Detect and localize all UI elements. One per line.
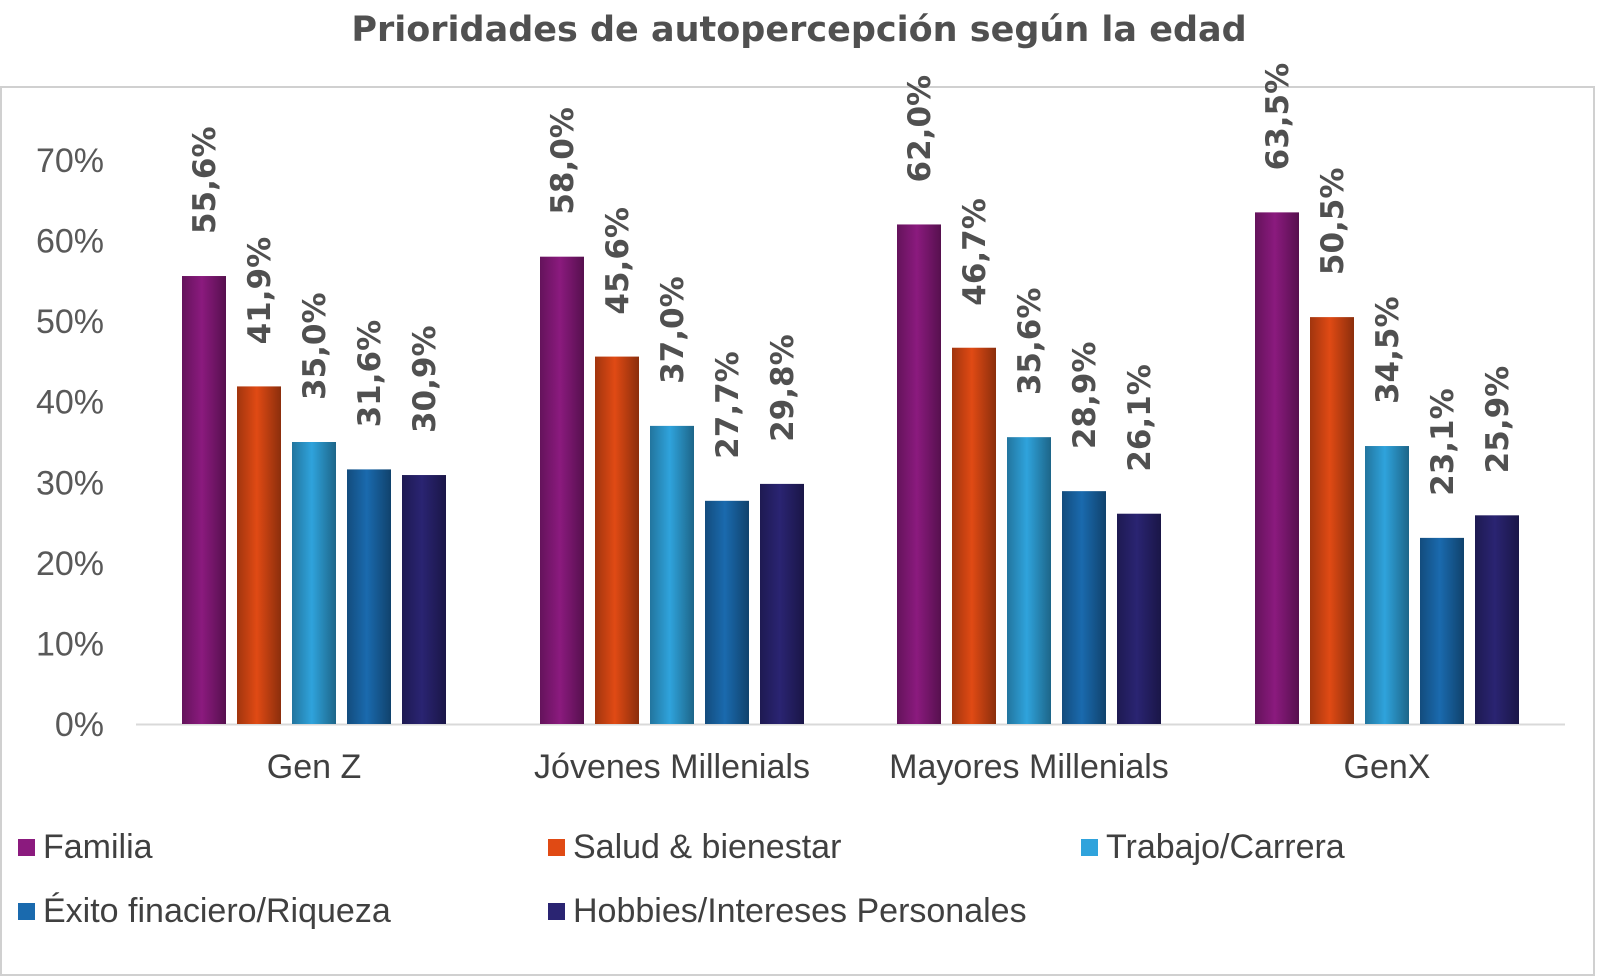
- chart-title: Prioridades de autopercepción según la e…: [351, 10, 1247, 50]
- bar: [595, 356, 639, 724]
- legend-label: Éxito finaciero/Riqueza: [43, 892, 391, 930]
- data-label: 28,9%: [1067, 342, 1103, 450]
- bar: [650, 425, 694, 724]
- legend-item: Éxito finaciero/Riqueza: [18, 892, 391, 931]
- bar: [292, 442, 336, 724]
- bar: [1117, 513, 1161, 724]
- data-label: 23,1%: [1425, 388, 1461, 496]
- data-label: 55,6%: [187, 126, 223, 234]
- bar: [237, 386, 281, 724]
- legend-label: Hobbies/Intereses Personales: [573, 892, 1027, 930]
- bar: [897, 224, 941, 724]
- bar: [760, 483, 804, 724]
- y-tick-label: 40%: [36, 384, 104, 422]
- plot-frame: [0, 86, 1595, 976]
- legend-label: Familia: [43, 828, 153, 866]
- bar: [182, 276, 226, 724]
- data-label: 35,0%: [297, 292, 333, 400]
- data-label: 41,9%: [242, 237, 278, 345]
- legend-swatch: [548, 839, 565, 856]
- bar: [705, 500, 749, 724]
- data-label: 50,5%: [1315, 168, 1351, 276]
- x-category-label: GenX: [1344, 748, 1431, 786]
- x-category-label: Gen Z: [267, 748, 361, 786]
- data-label: 45,6%: [600, 207, 636, 315]
- legend-label: Salud & bienestar: [573, 828, 842, 866]
- bar: [1365, 446, 1409, 724]
- y-tick-label: 0%: [55, 706, 104, 744]
- bar: [347, 469, 391, 724]
- bar: [1062, 491, 1106, 724]
- y-tick-label: 10%: [36, 625, 104, 663]
- bar: [1007, 437, 1051, 724]
- x-category-label: Jóvenes Millenials: [534, 748, 810, 786]
- y-tick-label: 60%: [36, 223, 104, 261]
- legend-item: Trabajo/Carrera: [1081, 828, 1345, 867]
- legend-swatch: [548, 903, 565, 920]
- bar: [1475, 515, 1519, 724]
- chart-legend: Familia Salud & bienestar Trabajo/Carrera É…: [18, 828, 1578, 968]
- legend-swatch: [18, 839, 35, 856]
- data-label: 29,8%: [765, 334, 801, 442]
- data-label: 34,5%: [1370, 296, 1406, 404]
- data-label: 63,5%: [1260, 63, 1296, 171]
- bar: [952, 347, 996, 724]
- legend-item: Hobbies/Intereses Personales: [548, 892, 1027, 931]
- data-label: 37,0%: [655, 276, 691, 384]
- data-label: 62,0%: [902, 75, 938, 183]
- bar: [402, 475, 446, 724]
- y-tick-label: 70%: [36, 142, 104, 180]
- y-tick-label: 30%: [36, 464, 104, 502]
- bar: [1420, 537, 1464, 724]
- data-label: 46,7%: [957, 198, 993, 306]
- legend-item: Salud & bienestar: [548, 828, 841, 867]
- bar: [1255, 212, 1299, 724]
- data-label: 35,6%: [1012, 288, 1048, 396]
- legend-swatch: [1081, 839, 1098, 856]
- data-label: 25,9%: [1480, 366, 1516, 474]
- bar: [1310, 317, 1354, 724]
- data-label: 30,9%: [407, 325, 443, 433]
- y-tick-label: 50%: [36, 303, 104, 341]
- y-tick-label: 20%: [36, 545, 104, 583]
- legend-swatch: [18, 903, 35, 920]
- data-label: 27,7%: [710, 351, 746, 459]
- x-category-label: Mayores Millenials: [889, 748, 1169, 786]
- data-label: 31,6%: [352, 320, 388, 428]
- legend-item: Familia: [18, 828, 153, 867]
- data-label: 58,0%: [545, 107, 581, 215]
- bar: [540, 256, 584, 724]
- legend-label: Trabajo/Carrera: [1106, 828, 1345, 866]
- data-label: 26,1%: [1122, 364, 1158, 472]
